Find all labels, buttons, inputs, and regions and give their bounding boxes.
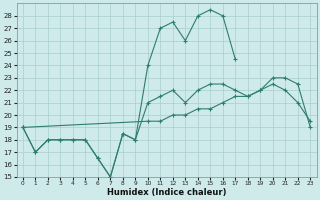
X-axis label: Humidex (Indice chaleur): Humidex (Indice chaleur) bbox=[107, 188, 226, 197]
